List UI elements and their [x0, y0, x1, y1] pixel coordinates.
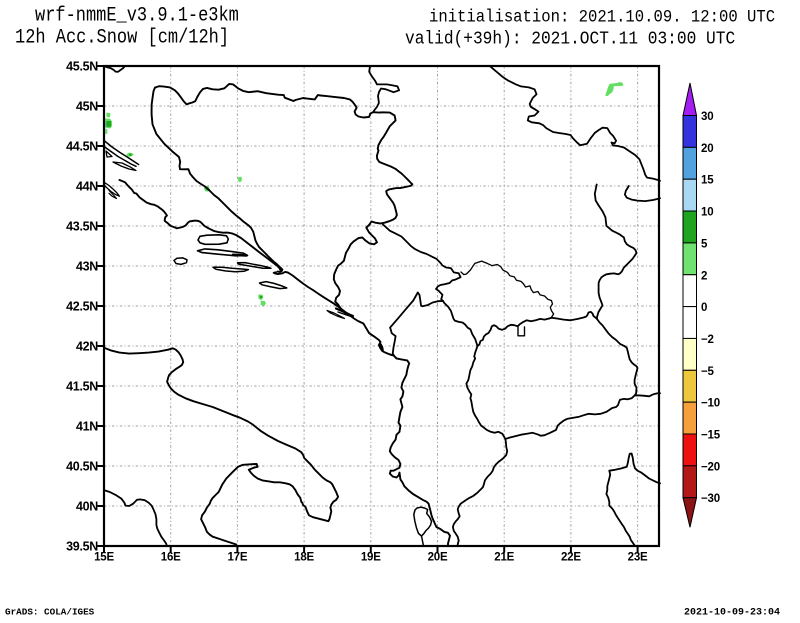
svg-text:5: 5 — [701, 238, 708, 250]
svg-text:15: 15 — [701, 175, 714, 187]
svg-text:43N: 43N — [76, 260, 98, 274]
svg-text:44.5N: 44.5N — [66, 140, 98, 154]
svg-text:21E: 21E — [494, 552, 514, 564]
svg-text:39.5N: 39.5N — [66, 540, 98, 554]
svg-text:10: 10 — [701, 207, 713, 219]
svg-text:45.5N: 45.5N — [66, 60, 98, 74]
svg-text:−5: −5 — [701, 366, 715, 378]
svg-text:12h Acc.Snow [cm/12h]: 12h Acc.Snow [cm/12h] — [15, 26, 229, 49]
svg-text:2: 2 — [701, 270, 707, 282]
svg-text:15E: 15E — [94, 552, 114, 564]
svg-text:43.5N: 43.5N — [66, 220, 98, 234]
svg-text:−15: −15 — [701, 430, 721, 442]
svg-text:44N: 44N — [76, 180, 98, 194]
svg-text:wrf-nmmE_v3.9.1-e3km: wrf-nmmE_v3.9.1-e3km — [35, 4, 239, 27]
svg-text:2021-10-09-23:04: 2021-10-09-23:04 — [684, 608, 780, 619]
svg-text:41.5N: 41.5N — [66, 380, 98, 394]
svg-text:0: 0 — [701, 302, 707, 314]
svg-text:−10: −10 — [701, 398, 720, 410]
svg-text:16E: 16E — [161, 552, 181, 564]
svg-text:23E: 23E — [628, 552, 648, 564]
svg-text:45N: 45N — [76, 100, 98, 114]
svg-text:GrADS: COLA/IGES: GrADS: COLA/IGES — [5, 607, 95, 618]
svg-text:18E: 18E — [294, 552, 314, 564]
svg-text:−30: −30 — [701, 493, 720, 505]
svg-text:−20: −20 — [701, 461, 720, 473]
svg-text:22E: 22E — [561, 552, 581, 564]
svg-text:42.5N: 42.5N — [66, 300, 98, 314]
svg-text:20: 20 — [701, 143, 713, 155]
svg-text:41N: 41N — [76, 420, 98, 434]
svg-text:19E: 19E — [361, 552, 381, 564]
svg-text:40.5N: 40.5N — [66, 460, 98, 474]
svg-text:valid(+39h): 2021.OCT.11 03:00: valid(+39h): 2021.OCT.11 03:00 UTC — [405, 29, 735, 50]
svg-text:17E: 17E — [227, 552, 247, 564]
svg-text:42N: 42N — [76, 340, 98, 354]
svg-text:30: 30 — [701, 111, 713, 123]
svg-text:40N: 40N — [76, 500, 98, 514]
svg-text:initialisation: 2021.10.09. 1: initialisation: 2021.10.09. 12:00 UTC — [429, 8, 775, 28]
svg-text:−2: −2 — [701, 334, 714, 346]
svg-text:20E: 20E — [428, 552, 448, 564]
